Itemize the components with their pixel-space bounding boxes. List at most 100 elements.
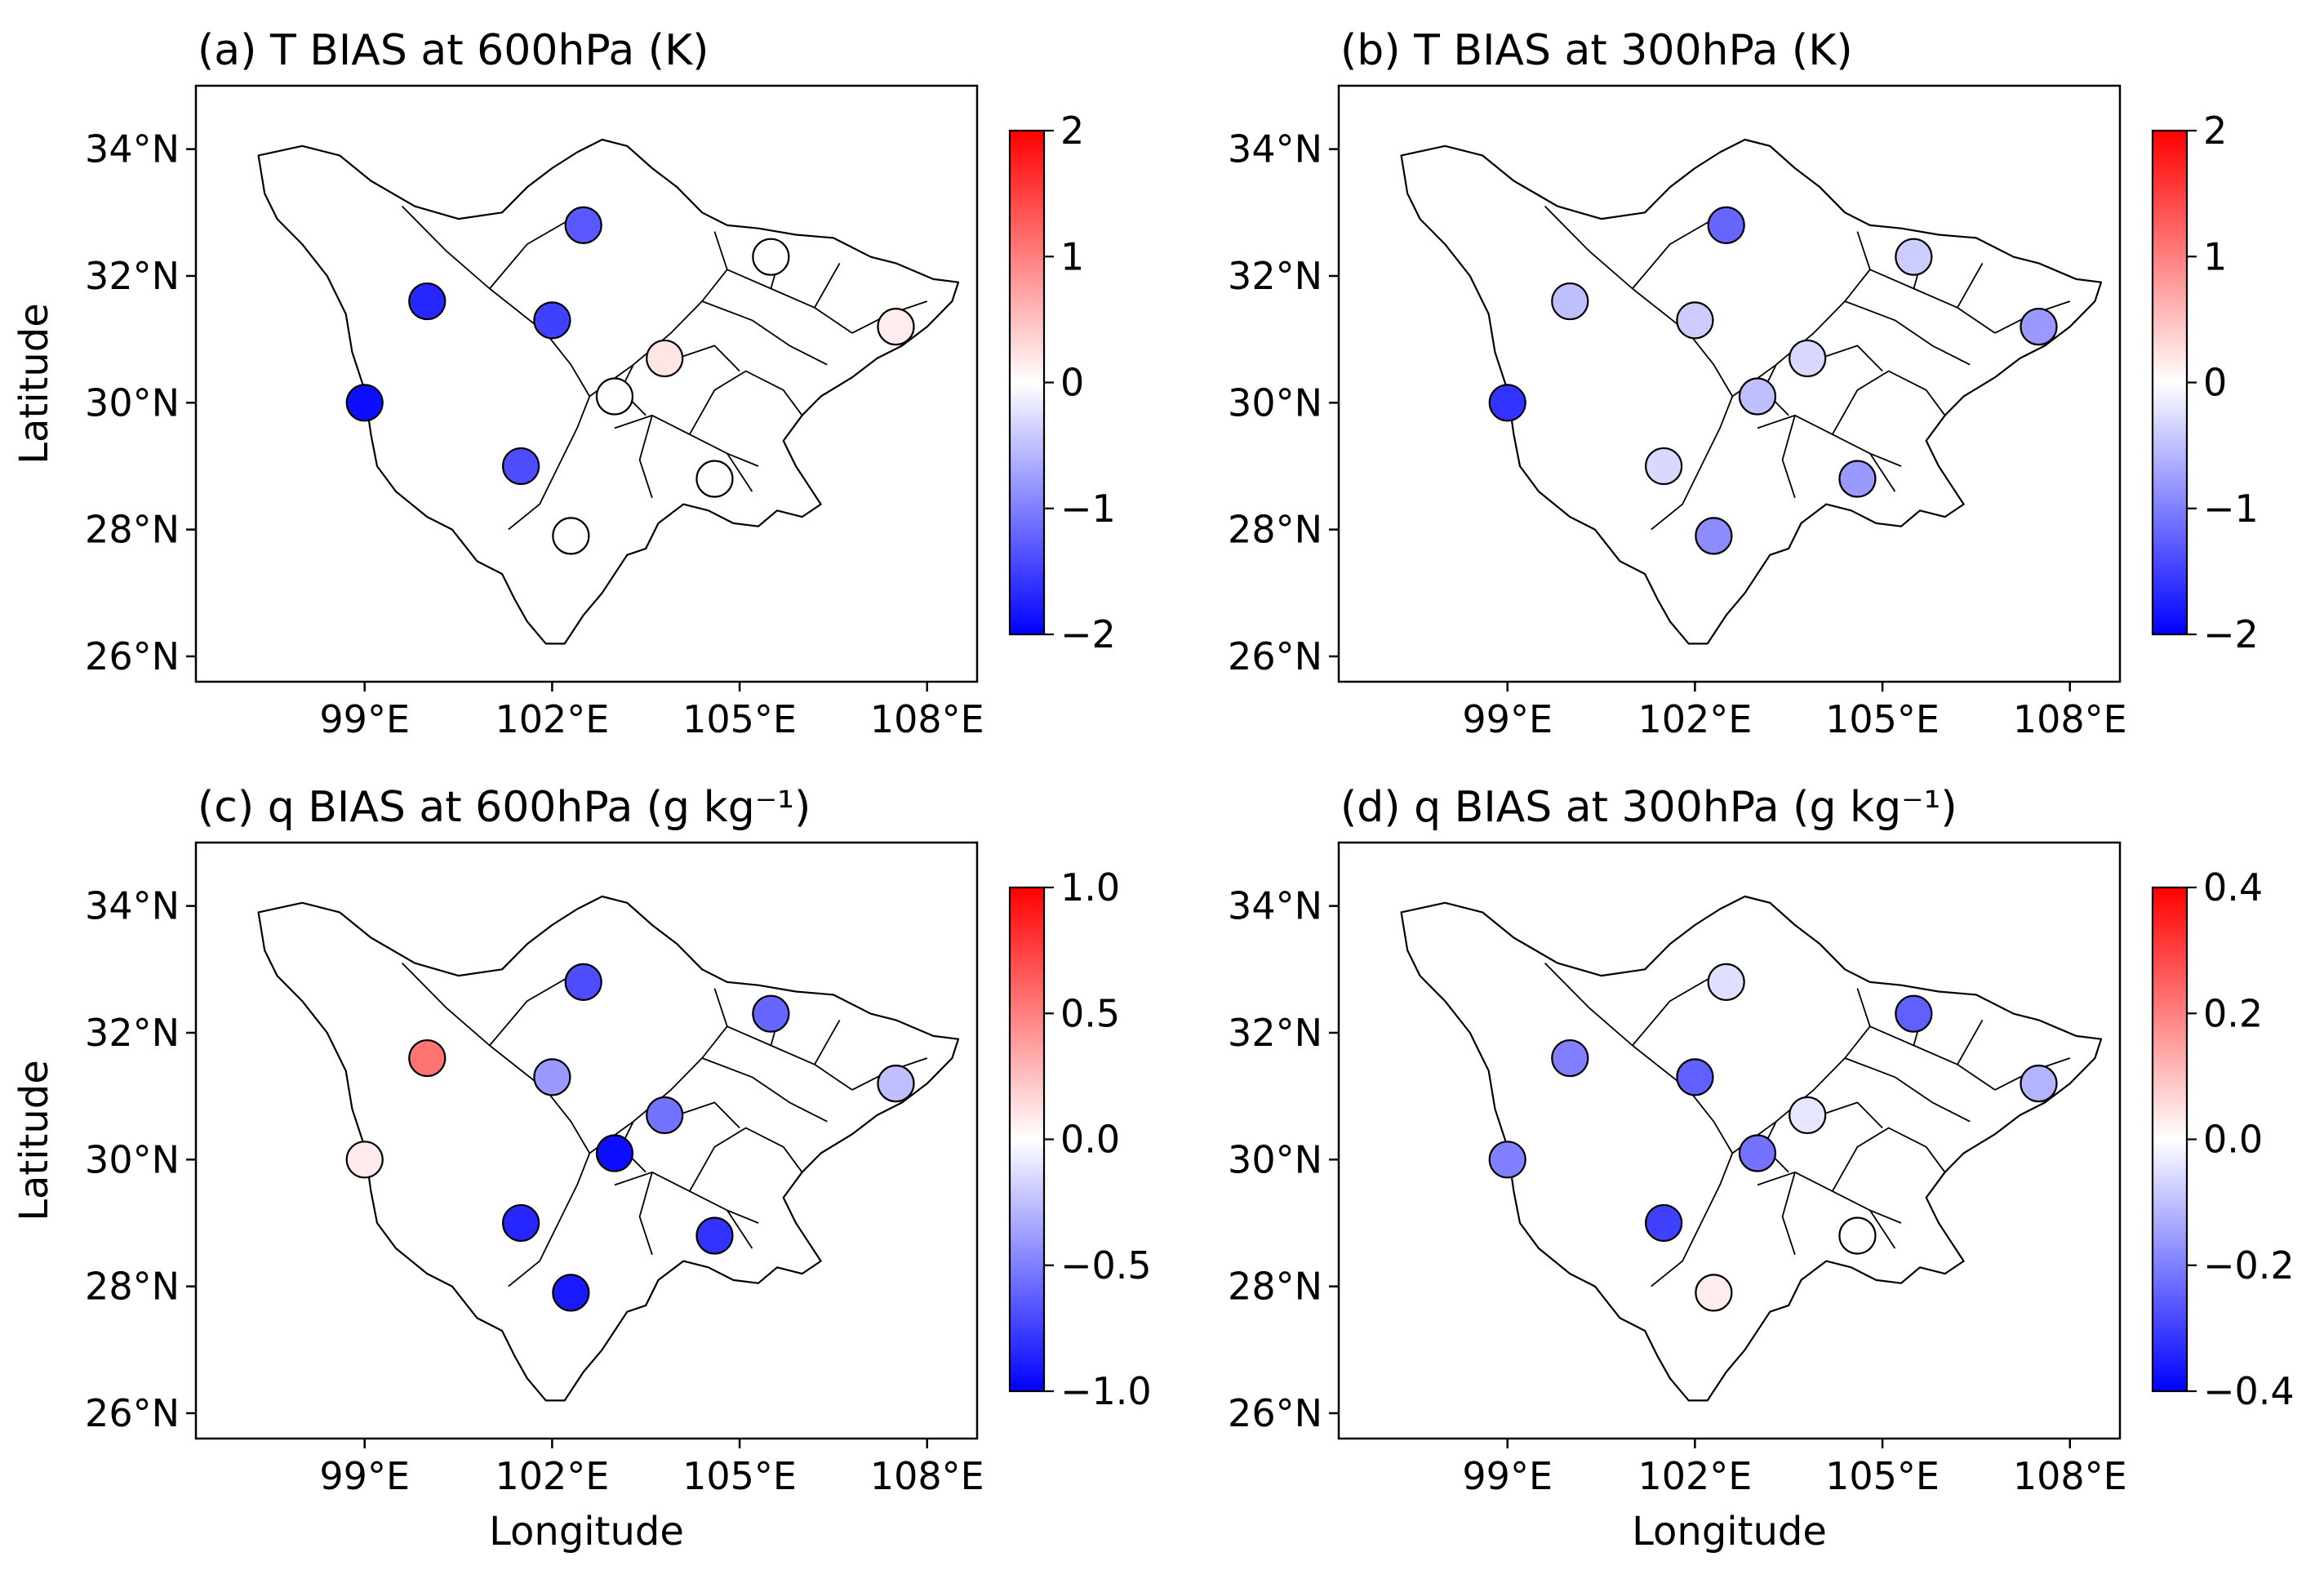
colorbar-tick-label: −0.5	[1060, 1243, 1152, 1288]
y-tick-label: 28°N	[1228, 508, 1322, 552]
province-outline	[257, 138, 960, 645]
prefecture-boundary	[727, 1025, 853, 1091]
prefecture-boundary	[701, 300, 828, 366]
prefecture-boundary	[701, 1057, 828, 1123]
colorbar-tick-label: −1.0	[1060, 1369, 1152, 1413]
prefecture-boundary	[689, 370, 803, 435]
prefecture-boundary	[1832, 1127, 1946, 1192]
x-tick-label: 102°E	[495, 1454, 609, 1498]
station-point	[1789, 1096, 1827, 1135]
station-point	[877, 308, 915, 346]
x-tick-label: 102°E	[1637, 1454, 1752, 1498]
prefecture-boundary	[727, 1209, 753, 1249]
colorbar-tick-label: 1	[2203, 234, 2227, 278]
y-tick-label: 28°N	[85, 1265, 180, 1309]
colorbar-tick-label: −1	[2203, 487, 2259, 531]
colorbar-tick-label: 1.0	[1060, 865, 1120, 910]
station-point	[1676, 1058, 1714, 1096]
panel-title: (c) q BIAS at 600hPa (g kg⁻¹)	[198, 783, 811, 832]
y-tick-label: 26°N	[1228, 634, 1322, 678]
colorbar-tick-label: 0	[1060, 361, 1084, 405]
y-tick-label: 26°N	[85, 1391, 180, 1435]
province-outline	[1400, 138, 2103, 645]
station-point	[595, 377, 634, 416]
station-point	[1838, 460, 1877, 498]
prefecture-boundary	[677, 1101, 740, 1129]
station-point	[2020, 308, 2058, 346]
x-tick-label: 99°E	[319, 697, 410, 741]
station-point	[1551, 1039, 1589, 1078]
y-tick-label: 30°N	[85, 1137, 180, 1181]
prefecture-boundary	[1651, 396, 1734, 531]
station-point	[1895, 994, 1933, 1033]
prefecture-boundary	[1869, 452, 1896, 492]
x-axis-label: Longitude	[489, 1509, 684, 1554]
prefecture-boundary	[1651, 1153, 1734, 1288]
prefecture-boundary	[1957, 1019, 1984, 1065]
station-point	[695, 460, 734, 498]
y-tick-label: 26°N	[1228, 1391, 1322, 1435]
station-point	[1551, 282, 1589, 321]
colorbar-tick-label: 0.0	[1060, 1118, 1120, 1162]
colorbar-tick-label: 0.5	[1060, 991, 1120, 1035]
x-tick-label: 99°E	[1462, 697, 1553, 741]
station-point	[564, 206, 602, 244]
station-point	[1838, 1216, 1877, 1255]
axes-frame	[1337, 84, 2122, 683]
station-point	[695, 1216, 734, 1255]
x-tick-label: 99°E	[319, 1454, 410, 1498]
prefecture-boundary	[1632, 975, 1714, 1047]
x-tick-label: 105°E	[1825, 697, 1940, 741]
station-point	[408, 1039, 447, 1078]
prefecture-boundary	[489, 975, 571, 1047]
x-tick-label: 108°E	[870, 1454, 984, 1498]
panel-c: (c) q BIAS at 600hPa (g kg⁻¹) 99°E 102°E 10…	[11, 783, 1152, 1554]
colorbar-tick-label: 0.4	[2203, 865, 2263, 910]
x-tick-label: 108°E	[2013, 1454, 2127, 1498]
panel-d: (d) q BIAS at 300hPa (g kg⁻¹) 99°E 102°E 10…	[1228, 783, 2295, 1554]
station-point	[533, 1058, 571, 1096]
station-point	[1738, 377, 1777, 416]
x-tick-label: 105°E	[682, 697, 797, 741]
prefecture-boundary	[814, 1019, 841, 1065]
station-point	[564, 963, 602, 1001]
station-point	[552, 517, 590, 555]
prefecture-boundary	[638, 415, 653, 499]
x-tick-label: 99°E	[1462, 1454, 1553, 1498]
prefecture-boundary	[727, 269, 853, 334]
colorbar-tick-label: −0.2	[2203, 1243, 2295, 1288]
station-point	[502, 447, 540, 486]
prefecture-boundary	[1844, 1057, 1971, 1123]
station-point	[877, 1065, 915, 1103]
prefecture-boundary	[689, 1127, 803, 1192]
y-tick-label: 26°N	[85, 634, 180, 678]
prefecture-boundary	[638, 1172, 653, 1256]
panel-title: (a) T BIAS at 600hPa (K)	[198, 26, 709, 75]
axes-frame	[194, 84, 979, 683]
station-point	[1676, 301, 1714, 340]
x-tick-label: 105°E	[682, 1454, 797, 1498]
colorbar-tick-label: 2	[2203, 109, 2227, 153]
prefecture-boundary	[1781, 415, 1796, 499]
prefecture-boundary	[1731, 231, 1871, 398]
prefecture-boundary	[1820, 1101, 1883, 1129]
panel-title: (b) T BIAS at 300hPa (K)	[1340, 26, 1853, 75]
prefecture-boundary	[1632, 218, 1714, 290]
axes-frame	[1337, 841, 2122, 1440]
panel-b: (b) T BIAS at 300hPa (K)99°E 102°E 105°E 10…	[1228, 26, 2259, 741]
prefecture-boundary	[1781, 1172, 1796, 1256]
station-point	[752, 994, 790, 1033]
prefecture-boundary	[508, 396, 591, 531]
y-axis-label: Latitude	[11, 1060, 57, 1221]
prefecture-boundary	[1820, 345, 1883, 372]
prefecture-boundary	[401, 205, 591, 397]
y-tick-label: 34°N	[1228, 884, 1322, 928]
y-tick-label: 34°N	[85, 127, 180, 171]
y-tick-label: 32°N	[85, 254, 180, 298]
prefecture-boundary	[1869, 1209, 1896, 1249]
y-tick-label: 32°N	[1228, 254, 1322, 298]
colorbar-tick-label: 1	[1060, 234, 1084, 278]
station-point	[552, 1274, 590, 1312]
colorbar-tick-label: −2	[1060, 612, 1116, 656]
